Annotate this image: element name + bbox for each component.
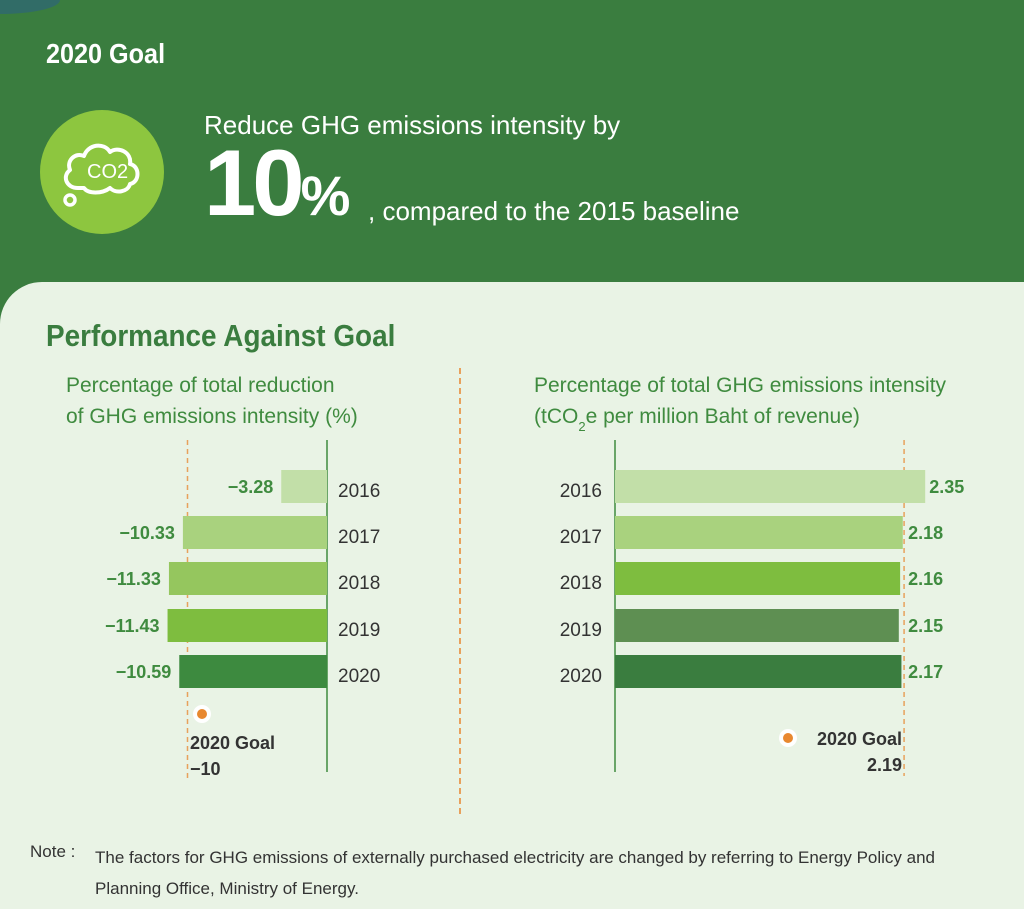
chart-divider xyxy=(459,368,461,814)
right-title-unit-sub: 2 xyxy=(578,419,586,434)
co2-cloud-icon: CO2 xyxy=(40,110,164,234)
left-goal-label: 2020 Goal xyxy=(190,733,275,753)
right-chart-title-line2: (tCO2e per million Baht of revenue) xyxy=(534,401,1004,434)
right-bar-2016 xyxy=(615,470,926,503)
left-value-label-2020: −10.59 xyxy=(116,662,172,682)
right-year-label-2016: 2016 xyxy=(560,481,602,502)
left-value-label-2016: −3.28 xyxy=(228,477,274,497)
right-year-label-2019: 2019 xyxy=(560,620,602,641)
right-chart-title-line1: Percentage of total GHG emissions intens… xyxy=(534,374,947,397)
right-goal-marker xyxy=(783,733,793,743)
right-chart-title: Percentage of total GHG emissions intens… xyxy=(534,370,1004,434)
left-bar-2018 xyxy=(168,562,327,595)
goal-value: 10 xyxy=(204,130,305,235)
left-chart-title-line2: of GHG emissions intensity (%) xyxy=(66,405,358,428)
right-bar-2020 xyxy=(615,655,902,688)
right-goal-label: 2020 Goal xyxy=(817,729,902,749)
right-value-label-2017: 2.18 xyxy=(908,523,943,543)
right-value-label-2018: 2.16 xyxy=(908,569,943,589)
left-bar-2019 xyxy=(167,609,327,642)
note-text: The factors for GHG emissions of externa… xyxy=(95,848,935,898)
left-bar-2017 xyxy=(182,516,327,549)
goal-percentage: 10% xyxy=(204,136,350,230)
right-year-label-2017: 2017 xyxy=(560,527,602,548)
left-chart-title-line1: Percentage of total reduction xyxy=(66,374,335,397)
right-title-unit-post: e per million Baht of revenue) xyxy=(585,405,860,428)
left-value-label-2018: −11.33 xyxy=(106,569,161,589)
right-goal-value: 2.19 xyxy=(867,755,902,775)
right-value-label-2020: 2.17 xyxy=(908,662,943,682)
goal-heading: 2020 Goal xyxy=(46,38,166,69)
right-bar-2017 xyxy=(615,516,903,549)
goal-unit: % xyxy=(300,164,351,227)
left-bar-2020 xyxy=(179,655,327,688)
left-value-label-2019: −11.43 xyxy=(105,616,160,636)
left-goal-marker xyxy=(197,709,207,719)
left-value-label-2017: −10.33 xyxy=(119,523,175,543)
left-year-label-2017: 2017 xyxy=(338,527,380,548)
right-bar-2019 xyxy=(615,609,899,642)
goal-tail: , compared to the 2015 baseline xyxy=(368,196,740,226)
right-value-label-2016: 2.35 xyxy=(929,477,964,497)
left-chart-title: Percentage of total reduction of GHG emi… xyxy=(66,370,406,432)
left-bar-2016 xyxy=(281,470,327,503)
left-year-label-2016: 2016 xyxy=(338,481,380,502)
note-label: Note : xyxy=(30,842,76,861)
left-year-label-2019: 2019 xyxy=(338,620,380,641)
left-goal-value: −10 xyxy=(190,759,221,779)
performance-panel xyxy=(0,282,1024,909)
goal-intro: Reduce GHG emissions intensity by xyxy=(204,110,621,140)
right-year-label-2018: 2018 xyxy=(560,573,602,594)
right-bar-2018 xyxy=(615,562,901,595)
right-title-unit-pre: (tCO xyxy=(534,405,579,428)
left-year-label-2020: 2020 xyxy=(338,666,380,687)
co2-icon-text: CO2 xyxy=(87,161,128,183)
right-year-label-2020: 2020 xyxy=(560,666,602,687)
section-title: Performance Against Goal xyxy=(46,318,396,353)
right-value-label-2019: 2.15 xyxy=(908,616,943,636)
left-year-label-2018: 2018 xyxy=(338,573,380,594)
